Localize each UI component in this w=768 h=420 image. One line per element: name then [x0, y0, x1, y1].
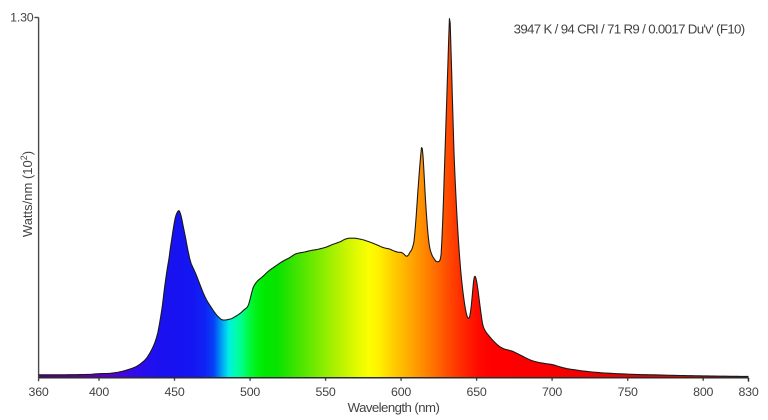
svg-text:600: 600 [391, 385, 411, 399]
svg-text:3947 K / 94 CRI / 71 R9 / 0.00: 3947 K / 94 CRI / 71 R9 / 0.0017 Du'v' (… [514, 22, 745, 37]
svg-text:1.30: 1.30 [10, 11, 34, 25]
svg-text:800: 800 [693, 385, 713, 399]
svg-text:360: 360 [29, 385, 49, 399]
svg-text:400: 400 [89, 385, 109, 399]
svg-text:700: 700 [542, 385, 562, 399]
svg-text:450: 450 [164, 385, 184, 399]
svg-text:650: 650 [467, 385, 487, 399]
svg-text:830: 830 [738, 385, 758, 399]
svg-text:Wavelength (nm): Wavelength (nm) [348, 400, 440, 415]
svg-text:Watts/nm (102): Watts/nm (102) [19, 151, 35, 237]
svg-text:750: 750 [618, 385, 638, 399]
svg-text:500: 500 [240, 385, 260, 399]
svg-text:550: 550 [316, 385, 336, 399]
